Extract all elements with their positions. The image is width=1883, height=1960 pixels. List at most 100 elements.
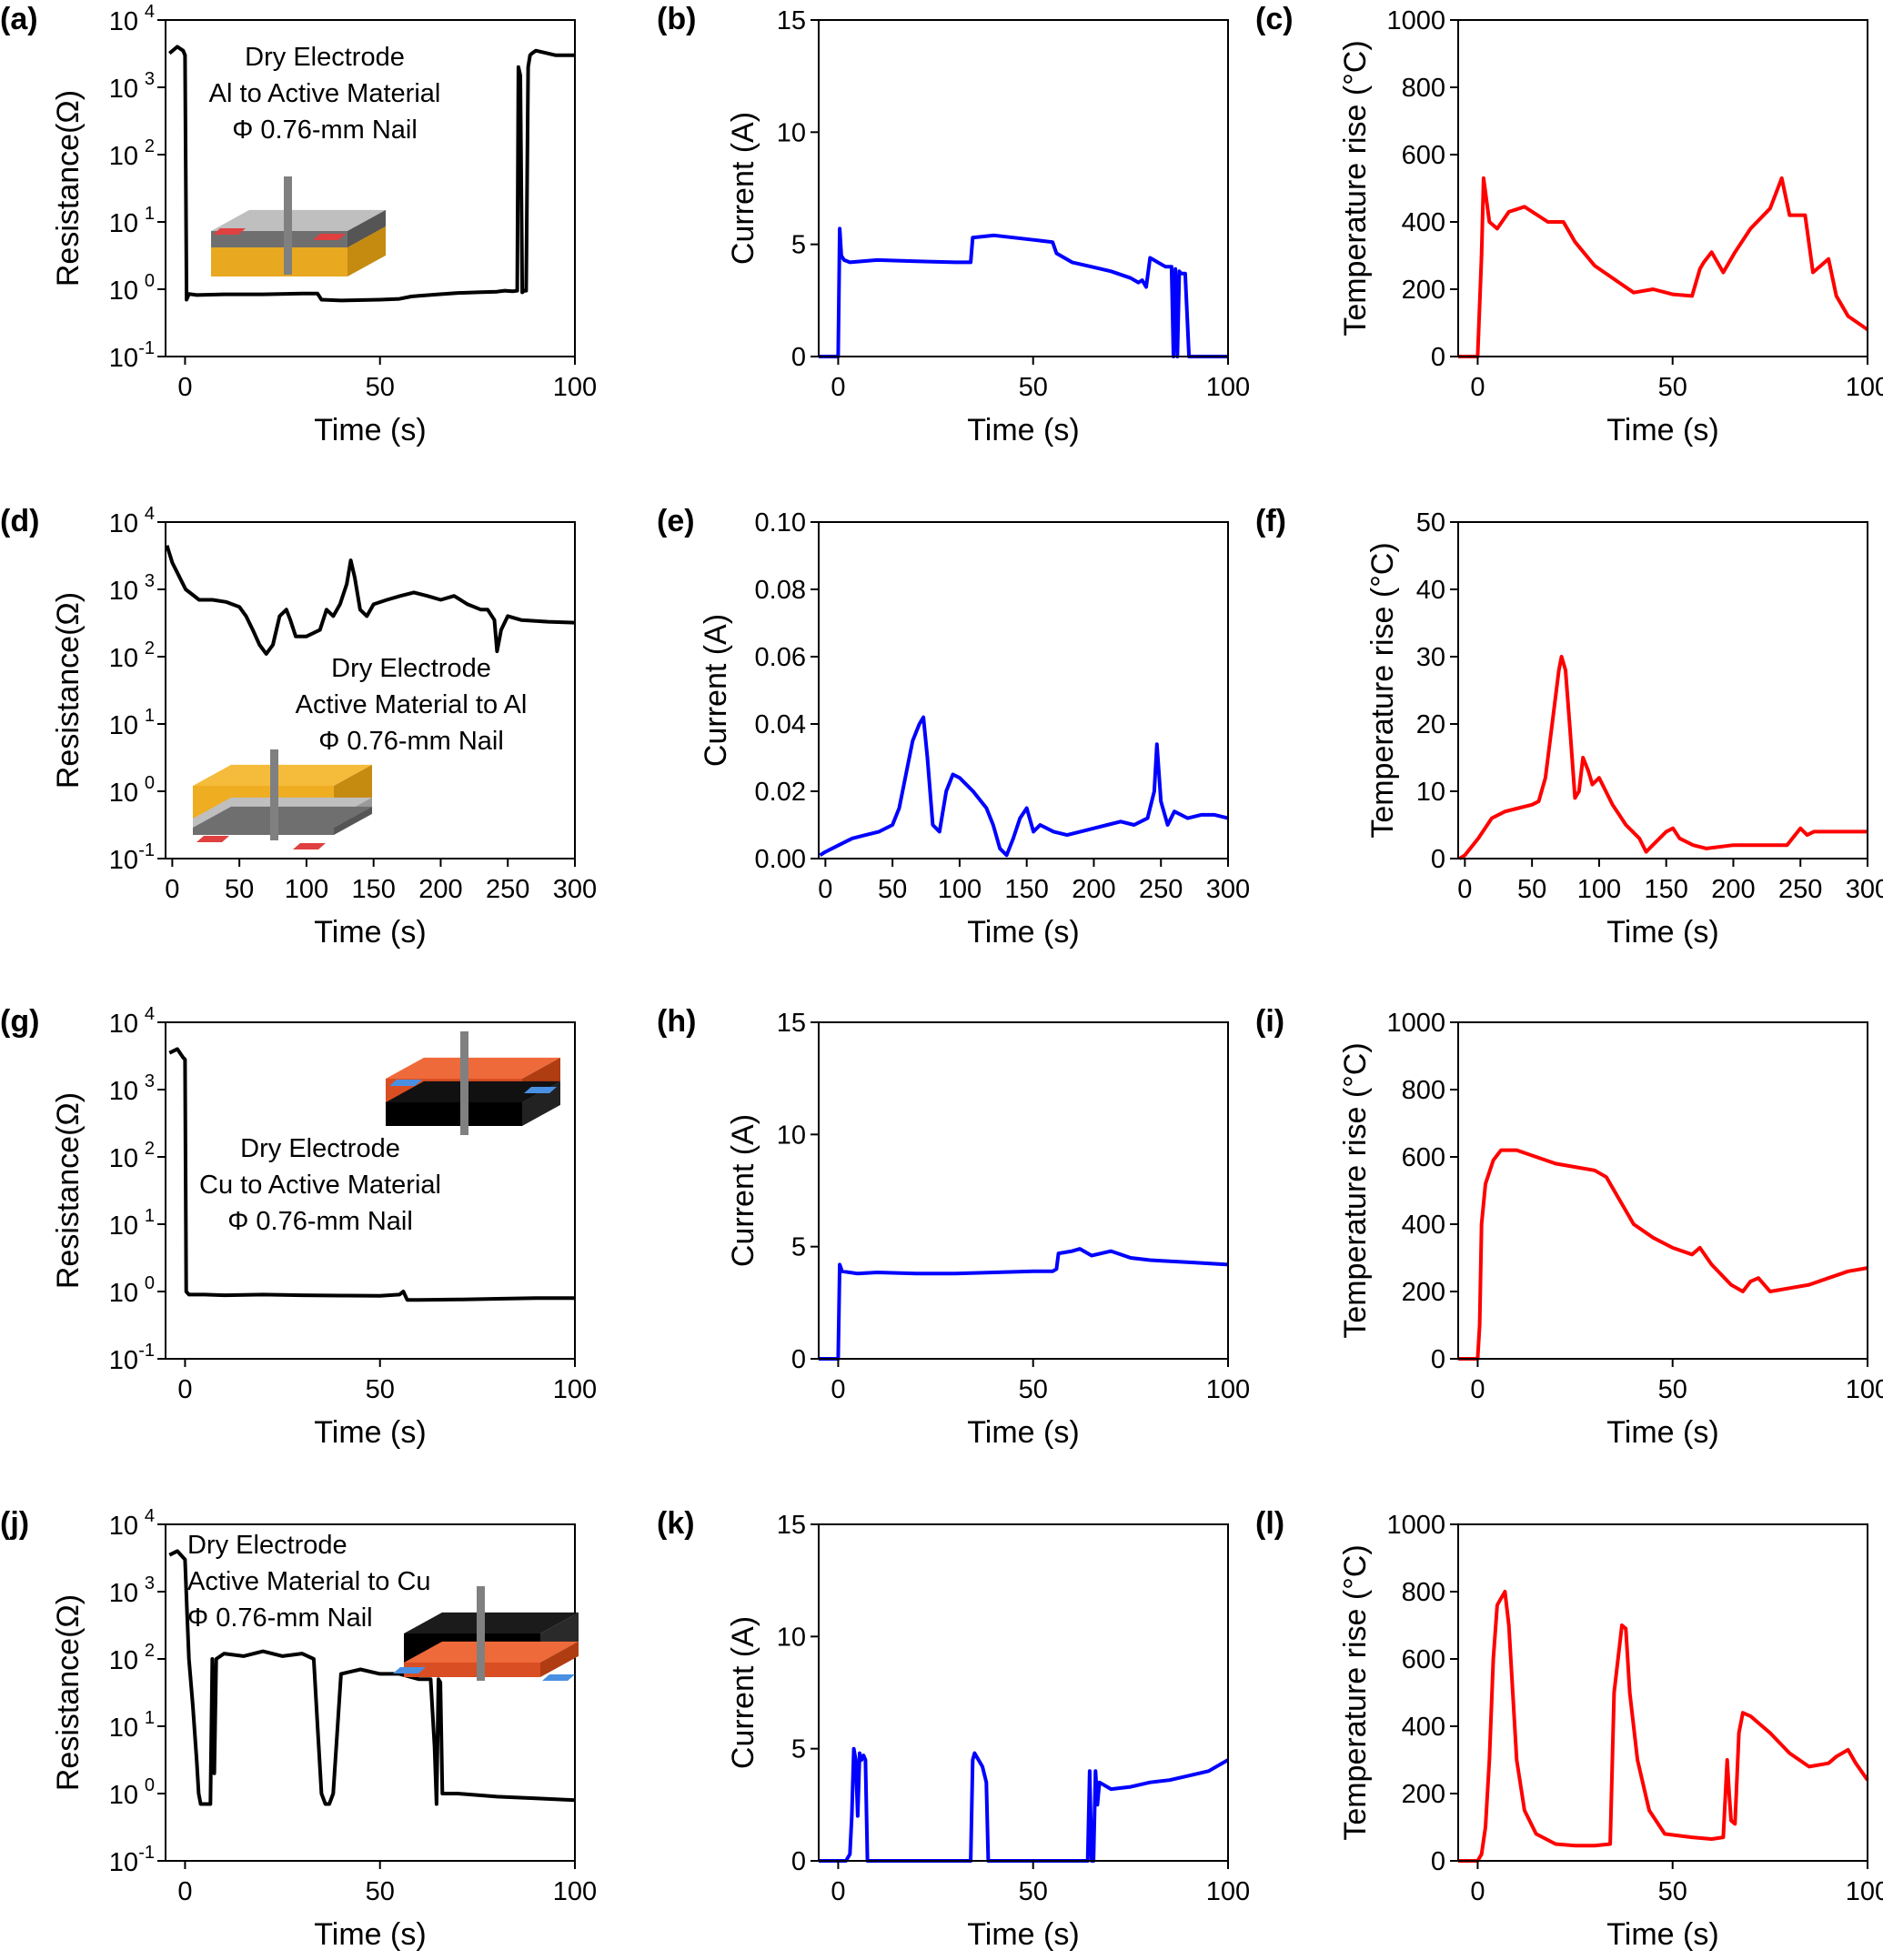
panel-label: (e) — [657, 504, 695, 538]
annotation-line: Φ 0.76-mm Nail — [232, 116, 418, 145]
y-tick-label: 10 — [777, 118, 806, 147]
y-tick-label: 10 — [109, 1781, 138, 1810]
x-tick-label: 100 — [1206, 373, 1250, 402]
x-tick-label: 50 — [1658, 1375, 1687, 1404]
y-tick-label: 0 — [1431, 1847, 1445, 1876]
y-tick-label: 50 — [1416, 508, 1445, 538]
y-axis-title: Current (A) — [726, 1114, 760, 1267]
x-axis-title: Time (s) — [967, 413, 1079, 447]
chart-panel: 0 50 100 0 5 10 15 Time (s) Current (A) (b) — [657, 2, 1250, 447]
y-tick-exponent: 1 — [145, 1708, 155, 1728]
y-axis-title: Resistance(Ω) — [51, 90, 86, 286]
series-line — [819, 226, 1228, 358]
panel-label: (l) — [1255, 1506, 1284, 1541]
y-tick-label: 1000 — [1386, 1009, 1445, 1038]
y-tick-label: 600 — [1402, 1645, 1445, 1674]
y-tick-label: 0 — [1431, 845, 1445, 874]
annotation-line: Dry Electrode — [245, 43, 405, 72]
annotation-line: Active Material to Al — [296, 690, 528, 719]
annotation-line: Φ 0.76-mm Nail — [227, 1207, 413, 1236]
series-line — [819, 1247, 1229, 1361]
annotation-line: Al to Active Material — [209, 79, 441, 108]
annotation-line: Cu to Active Material — [199, 1171, 441, 1200]
x-tick-label: 300 — [553, 875, 597, 904]
y-tick-label: 10 — [777, 1623, 806, 1652]
y-tick-label: 0.08 — [755, 576, 806, 605]
series-line — [165, 545, 576, 656]
y-tick-label: 0 — [791, 343, 806, 372]
x-tick-label: 50 — [1019, 1375, 1048, 1404]
x-tick-label: 0 — [165, 875, 179, 904]
x-tick-label: 250 — [1139, 875, 1183, 904]
y-tick-label: 10 — [109, 711, 138, 740]
x-tick-label: 0 — [1470, 1877, 1485, 1906]
chart-panel: 0 50 100 150 200 250 300 0.00 0.02 0.04 0.06 0.08 0.… — [657, 504, 1250, 950]
x-tick-label: 0 — [177, 373, 192, 402]
y-tick-label: 10 — [109, 779, 138, 808]
x-tick-label: 0 — [177, 1877, 192, 1906]
series-line — [1458, 1148, 1868, 1361]
x-tick-label: 0 — [1457, 875, 1472, 904]
y-tick-label: 0 — [1431, 343, 1445, 372]
y-tick-exponent: -1 — [138, 1341, 155, 1361]
panel-label: (b) — [657, 2, 696, 36]
panel-label: (c) — [1255, 2, 1294, 36]
y-tick-label: 10 — [109, 1512, 138, 1541]
y-tick-label: 10 — [109, 142, 138, 171]
plot-frame — [818, 1523, 1229, 1862]
y-tick-label: 0.00 — [755, 845, 806, 874]
x-tick-label: 100 — [938, 875, 982, 904]
y-axis-title: Resistance(Ω) — [51, 1092, 86, 1289]
x-axis-title: Time (s) — [967, 915, 1079, 950]
x-axis-title: Time (s) — [314, 413, 426, 447]
x-tick-label: 250 — [486, 875, 529, 904]
y-tick-exponent: -1 — [138, 1843, 155, 1863]
y-tick-label: 0 — [791, 1345, 806, 1374]
x-axis-title: Time (s) — [314, 915, 426, 950]
y-tick-label: 0.10 — [755, 508, 806, 538]
x-tick-label: 100 — [1846, 1877, 1883, 1906]
y-axis-title: Temperature rise (°C) — [1338, 40, 1373, 336]
y-tick-label: 10 — [109, 1346, 138, 1375]
x-tick-label: 0 — [818, 875, 832, 904]
series-line — [819, 715, 1229, 858]
x-axis-title: Time (s) — [1606, 413, 1718, 447]
x-tick-label: 50 — [225, 875, 254, 904]
cell-stack-al-reverse-icon — [193, 749, 372, 849]
panel-label: (g) — [0, 1004, 39, 1039]
x-axis-title: Time (s) — [967, 1917, 1079, 1952]
x-tick-label: 50 — [1658, 1877, 1687, 1906]
y-tick-label: 10 — [109, 7, 138, 36]
annotation-line: Dry Electrode — [187, 1531, 347, 1560]
y-tick-label: 15 — [777, 1511, 806, 1540]
x-tick-label: 100 — [1846, 1375, 1883, 1404]
y-tick-label: 10 — [109, 1579, 138, 1608]
y-tick-label: 15 — [777, 1009, 806, 1038]
y-tick-label: 200 — [1402, 1780, 1445, 1809]
y-tick-exponent: 2 — [145, 1139, 155, 1159]
y-tick-label: 0 — [791, 1847, 806, 1876]
y-tick-label: 10 — [109, 209, 138, 238]
y-tick-exponent: 2 — [145, 1641, 155, 1661]
y-tick-label: 10 — [109, 509, 138, 538]
panel-label: (i) — [1255, 1004, 1284, 1039]
x-tick-label: 100 — [1206, 1877, 1250, 1906]
annotation-line: Dry Electrode — [240, 1134, 400, 1163]
x-tick-label: 50 — [366, 373, 395, 402]
y-tick-label: 10 — [109, 344, 138, 373]
y-tick-label: 10 — [109, 1211, 138, 1241]
x-axis-title: Time (s) — [314, 1415, 426, 1450]
series-line — [1458, 655, 1868, 860]
cell-stack-al-icon — [211, 176, 386, 276]
y-tick-label: 10 — [109, 1010, 138, 1039]
series-line — [168, 45, 575, 303]
y-tick-label: 0.02 — [755, 778, 806, 807]
plot-frame — [165, 1021, 576, 1360]
y-tick-exponent: 4 — [145, 1506, 155, 1526]
x-tick-label: 100 — [553, 373, 597, 402]
chart-panel: 0 50 100 150 200 250 300 0 10 20 30 40 50 Time (s) Tem… — [1255, 504, 1883, 950]
y-tick-label: 200 — [1402, 1278, 1445, 1307]
series-line — [168, 1549, 576, 1806]
